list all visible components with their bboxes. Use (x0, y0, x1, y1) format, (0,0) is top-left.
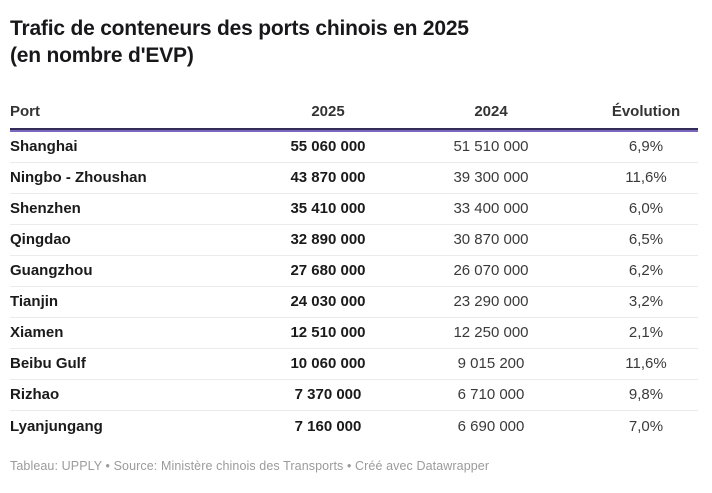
page-title-line2: (en nombre d'EVP) (10, 43, 194, 67)
value-2024-cell: 6 690 000 (457, 417, 525, 435)
evolution-cell: 2,1% (628, 324, 664, 342)
page-title-line1: Trafic de conteneurs des ports chinois e… (10, 17, 469, 40)
value-2024-cell: 9 015 200 (457, 355, 525, 373)
value-2025-cell: 35 410 000 (290, 200, 366, 218)
table-row: Xiamen 12 510 000 12 250 000 2,1% (10, 318, 698, 349)
column-header-2025: 2025 (311, 102, 345, 120)
evolution-cell: 9,8% (628, 386, 664, 404)
evolution-cell: 6,5% (628, 231, 664, 249)
header-accent-rule (10, 127, 698, 132)
ports-traffic-table: Port 2025 2024 Évolution Shanghai 55 060 … (10, 92, 698, 442)
table-row: Lyanjungang 7 160 000 6 690 000 7,0% (10, 411, 698, 442)
value-2025-cell: 27 680 000 (290, 262, 366, 280)
evolution-cell: 3,2% (628, 293, 664, 311)
port-cell: Tianjin (10, 293, 59, 311)
value-2024-cell: 12 250 000 (453, 324, 529, 342)
table-header-row: Port 2025 2024 Évolution (10, 92, 698, 128)
value-2025-cell: 7 370 000 (294, 386, 362, 404)
value-2024-cell: 26 070 000 (453, 262, 529, 280)
value-2024-cell: 30 870 000 (453, 231, 529, 249)
value-2025-cell: 55 060 000 (290, 138, 366, 156)
column-header-evolution: Évolution (611, 102, 681, 120)
value-2025-cell: 10 060 000 (290, 355, 366, 373)
port-cell: Ningbo - Zhoushan (10, 169, 147, 187)
evolution-cell: 7,0% (628, 417, 664, 435)
table-row: Rizhao 7 370 000 6 710 000 9,8% (10, 380, 698, 411)
value-2025-cell: 24 030 000 (290, 293, 366, 311)
page-title: Trafic de conteneurs des ports chinois e… (10, 16, 698, 70)
value-2024-cell: 23 290 000 (453, 293, 529, 311)
evolution-cell: 6,0% (628, 200, 664, 218)
value-2025-cell: 32 890 000 (290, 231, 366, 249)
column-header-2024: 2024 (474, 102, 508, 120)
table-row: Tianjin 24 030 000 23 290 000 3,2% (10, 287, 698, 318)
value-2024-cell: 39 300 000 (453, 169, 529, 187)
evolution-cell: 6,2% (628, 262, 664, 280)
table-row: Ningbo - Zhoushan 43 870 000 39 300 000 11,… (10, 163, 698, 194)
port-cell: Qingdao (10, 231, 71, 249)
port-cell: Xiamen (10, 324, 64, 342)
port-cell: Rizhao (10, 386, 60, 404)
evolution-cell: 11,6% (625, 355, 667, 373)
port-cell: Beibu Gulf (10, 355, 86, 373)
value-2024-cell: 6 710 000 (457, 386, 525, 404)
value-2025-cell: 7 160 000 (294, 417, 362, 435)
value-2025-cell: 12 510 000 (290, 324, 366, 342)
table-row: Shenzhen 35 410 000 33 400 000 6,0% (10, 194, 698, 225)
table-row: Qingdao 32 890 000 30 870 000 6,5% (10, 225, 698, 256)
value-2024-cell: 33 400 000 (453, 200, 529, 218)
table-row: Guangzhou 27 680 000 26 070 000 6,2% (10, 256, 698, 287)
value-2024-cell: 51 510 000 (453, 138, 529, 156)
port-cell: Guangzhou (10, 262, 93, 280)
value-2025-cell: 43 870 000 (290, 169, 366, 187)
port-cell: Shanghai (10, 138, 78, 156)
table-row: Shanghai 55 060 000 51 510 000 6,9% (10, 132, 698, 163)
column-header-port: Port (10, 102, 40, 120)
evolution-cell: 6,9% (628, 138, 664, 156)
table-body: Shanghai 55 060 000 51 510 000 6,9% Ningbo -… (10, 132, 698, 442)
port-cell: Shenzhen (10, 200, 81, 218)
table-row: Beibu Gulf 10 060 000 9 015 200 11,6% (10, 349, 698, 380)
port-cell: Lyanjungang (10, 417, 103, 435)
attribution-footer: Tableau: UPPLY • Source: Ministère chino… (10, 458, 490, 473)
evolution-cell: 11,6% (625, 169, 667, 187)
